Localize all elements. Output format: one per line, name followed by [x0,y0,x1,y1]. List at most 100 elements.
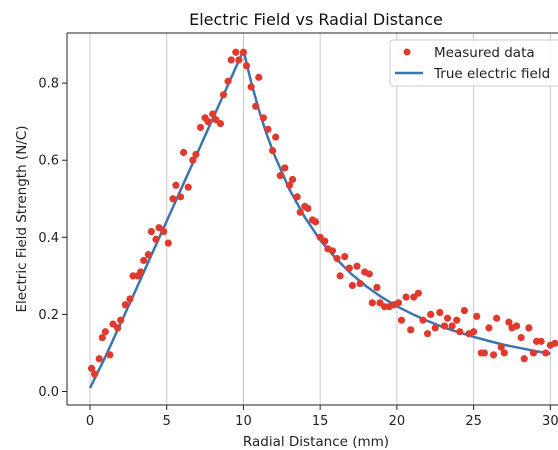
chart-title: Electric Field vs Radial Distance [189,10,443,29]
data-point [341,252,349,261]
data-point [321,237,329,245]
grid-layer [89,33,551,405]
data-point [512,322,521,330]
data-point [529,349,538,357]
data-point [500,349,508,357]
data-point [311,218,320,226]
data-point [126,295,134,303]
data-point [345,264,353,272]
data-point [255,73,263,81]
x-tick-label: 5 [163,414,171,429]
data-point [144,251,152,259]
data-point [423,330,432,338]
data-point [101,328,109,336]
data-point [180,148,188,157]
y-tick-label: 0.4 [38,231,59,246]
data-point [296,208,304,216]
data-point [368,299,376,307]
legend-label-measured: Measured data [434,45,535,61]
data-point [276,172,284,180]
data-point [373,283,381,292]
data-point [91,370,99,378]
y-axis-label: Electric Field Strength (N/C) [14,125,30,312]
data-point [427,310,435,319]
data-point [227,56,235,64]
data-point [542,349,550,357]
data-point [140,256,148,265]
data-point [176,193,185,201]
data-point [394,299,403,307]
data-point [204,118,212,126]
legend: Measured data True electric field [389,39,558,87]
data-point [456,328,464,336]
data-point [448,322,456,330]
x-axis-label: Radial Distance (mm) [243,434,389,450]
y-tick-label: 0.6 [38,154,59,169]
data-point [419,316,427,324]
data-point [453,316,461,324]
data-point [252,102,260,110]
data-point [470,328,478,336]
data-point [269,146,277,155]
data-point [328,247,337,255]
x-tick-label: 30 [542,414,558,429]
data-point [485,324,493,332]
data-point [353,262,361,270]
data-point [184,183,192,191]
data-point [114,324,122,332]
data-point [356,279,364,288]
data-point [189,156,197,164]
data-point [117,316,125,324]
data-point [281,164,289,172]
data-point [242,62,251,70]
data-point [247,83,255,91]
y-tick-label: 0.8 [38,77,59,92]
data-point [505,318,513,326]
y-tick-label: 0.2 [38,308,59,323]
data-point [293,193,301,201]
data-point [443,314,452,322]
data-point [348,281,356,290]
data-point [169,195,177,203]
data-point [98,333,106,342]
data-point [272,133,280,141]
x-tick-label: 20 [389,414,406,429]
data-point [160,227,168,236]
data-point [537,337,545,345]
data-point [264,125,272,133]
x-tick-label: 0 [86,414,94,429]
data-point [137,268,145,276]
data-point [402,293,410,301]
data-point [288,175,297,184]
x-tick-label: 15 [312,414,329,429]
data-point [480,349,488,357]
data-point [259,114,267,122]
data-point [232,48,240,56]
data-point [551,339,558,347]
data-point [440,322,449,330]
data-point [224,77,232,85]
data-point [147,227,155,236]
legend-label-true: True electric field [433,66,550,82]
legend-marker-measured [403,48,411,56]
data-point [489,351,498,359]
data-point [473,312,481,320]
legend-box [389,39,558,87]
data-point [239,48,248,56]
data-point [219,91,228,99]
data-point [365,270,373,278]
data-point [336,272,344,280]
data-point [106,351,114,359]
data-point [285,181,294,189]
data-point [436,308,444,317]
x-tick-label: 25 [465,414,482,429]
point-layer [87,48,558,378]
data-point [304,204,312,212]
data-point [493,314,501,322]
data-point [164,239,172,247]
y-tick-label: 0.0 [38,385,59,400]
x-tick-label: 10 [235,414,252,429]
data-point [87,364,96,372]
data-point [407,326,415,334]
data-point [235,56,243,64]
